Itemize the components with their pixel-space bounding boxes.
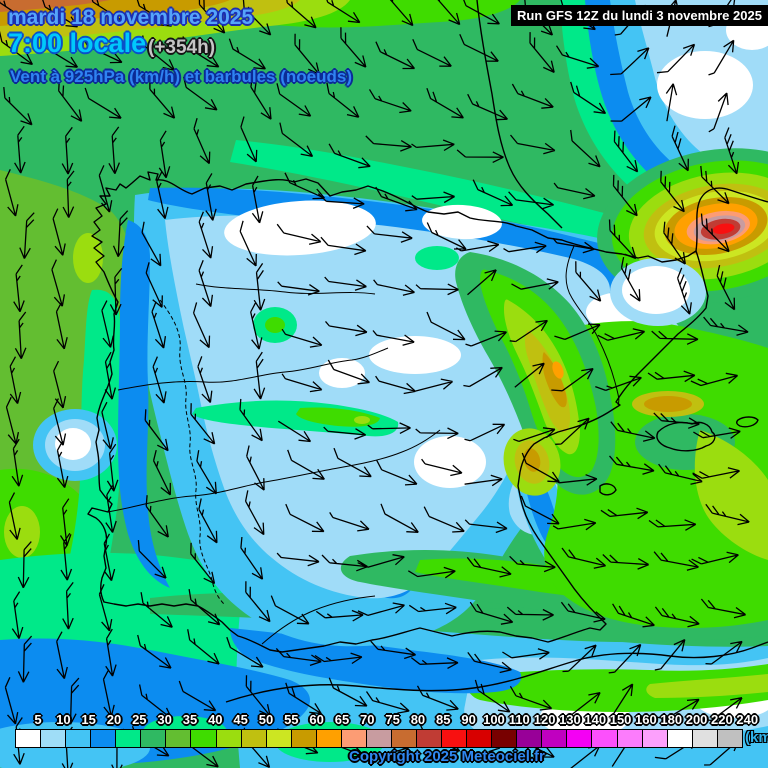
legend-color-box bbox=[365, 730, 391, 747]
legend-color-box bbox=[466, 730, 492, 747]
legend-value: 150 bbox=[609, 712, 632, 727]
legend-value: 40 bbox=[208, 712, 223, 727]
ebro-river bbox=[565, 245, 620, 406]
legend-value: 80 bbox=[410, 712, 426, 727]
portugal-spain-border bbox=[159, 299, 225, 605]
legend-color-box bbox=[265, 730, 291, 747]
legend-value: 100 bbox=[483, 712, 505, 727]
cantabria-line bbox=[195, 283, 376, 295]
legend-value: 15 bbox=[81, 712, 96, 727]
legend-color-box bbox=[516, 730, 542, 747]
copyright-label: Copyright 2025 Meteociel.fr bbox=[349, 748, 545, 765]
legend-value: 35 bbox=[182, 712, 198, 727]
parameter-label: Vent à 925hPa (km/h) et barbules (noeuds… bbox=[10, 67, 352, 86]
legend-value: 45 bbox=[233, 712, 248, 727]
legend-value: 200 bbox=[685, 712, 708, 727]
legend-color-box bbox=[65, 730, 91, 747]
legend-unit-label: (km bbox=[745, 729, 768, 746]
legend-color-scale bbox=[15, 729, 743, 748]
legend-color-box bbox=[90, 730, 116, 747]
legend-color-box bbox=[140, 730, 166, 747]
legend-color-box bbox=[666, 730, 692, 747]
legend-value: 60 bbox=[309, 712, 324, 727]
legend-color-box bbox=[215, 730, 241, 747]
local-time-label: 7:00 locale bbox=[8, 28, 147, 58]
tagus-river bbox=[107, 429, 441, 513]
france-atlantic-coast bbox=[476, 0, 563, 229]
legend-value: 5 bbox=[34, 712, 42, 727]
legend-value: 140 bbox=[584, 712, 607, 727]
menorca-island bbox=[736, 416, 759, 428]
douro-river bbox=[117, 347, 389, 391]
legend-value: 85 bbox=[436, 712, 451, 727]
legend-color-box bbox=[240, 730, 266, 747]
guadalquivir-river bbox=[261, 595, 376, 645]
legend-color-box bbox=[190, 730, 216, 747]
legend-color-box bbox=[315, 730, 341, 747]
legend-value: 75 bbox=[385, 712, 400, 727]
legend-color-box bbox=[290, 730, 316, 747]
legend-value: 55 bbox=[284, 712, 299, 727]
wind-barbs bbox=[0, 0, 750, 768]
legend-value: 90 bbox=[461, 712, 476, 727]
legend-value-labels: 5 10 15 20 25 30 35 40 45 50 55 60 65 70 75 80 85 90 100 11… bbox=[0, 713, 768, 728]
legend-value: 30 bbox=[157, 712, 172, 727]
legend-value: 50 bbox=[258, 712, 274, 727]
legend-color-box bbox=[165, 730, 191, 747]
legend-color-box bbox=[591, 730, 617, 747]
legend-value: 25 bbox=[132, 712, 147, 727]
ibiza-island bbox=[599, 483, 617, 496]
legend-value: 120 bbox=[533, 712, 556, 727]
legend-color-box bbox=[115, 730, 141, 747]
run-banner: Run GFS 12Z du lundi 3 novembre 2025 bbox=[511, 5, 768, 26]
legend-color-box bbox=[340, 730, 366, 747]
legend-color-box bbox=[691, 730, 717, 747]
legend-color-box bbox=[16, 730, 41, 747]
legend-value: 180 bbox=[660, 712, 683, 727]
france-med-coast bbox=[695, 187, 768, 252]
legend-color-box bbox=[616, 730, 642, 747]
forecast-offset-label: (+354h) bbox=[148, 37, 216, 58]
legend-color-box bbox=[40, 730, 66, 747]
iberia-coastline bbox=[87, 171, 709, 653]
legend-value: 65 bbox=[334, 712, 350, 727]
legend-color-box bbox=[541, 730, 567, 747]
legend-value: 240 bbox=[736, 712, 759, 727]
legend-value: 110 bbox=[508, 712, 530, 727]
legend-color-box bbox=[441, 730, 467, 747]
legend-color-box bbox=[491, 730, 517, 747]
legend-color-box bbox=[566, 730, 592, 747]
legend-value: 10 bbox=[56, 712, 71, 727]
legend-value: 220 bbox=[711, 712, 733, 727]
legend-value: 20 bbox=[106, 712, 122, 727]
date-label: mardi 18 novembre 2025 bbox=[8, 6, 254, 29]
legend-color-box bbox=[416, 730, 442, 747]
legend-color-box bbox=[390, 730, 416, 747]
coastline-layer bbox=[87, 0, 768, 703]
legend-color-box bbox=[641, 730, 667, 747]
legend-value: 160 bbox=[635, 712, 657, 727]
legend-color-box bbox=[716, 730, 742, 747]
legend-value: 130 bbox=[559, 712, 581, 727]
legend-value: 70 bbox=[360, 712, 375, 727]
